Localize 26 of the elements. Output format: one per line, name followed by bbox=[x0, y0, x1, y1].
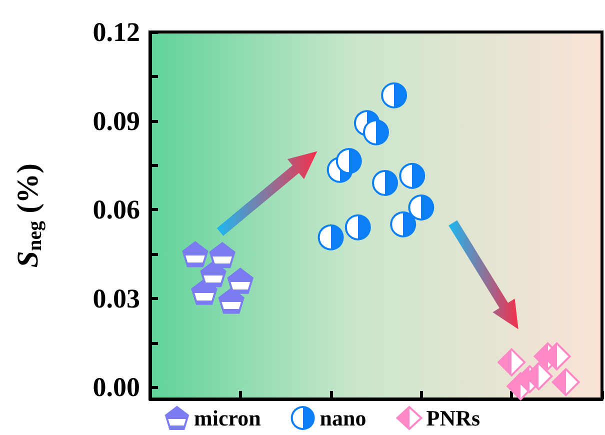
point bbox=[498, 348, 526, 376]
point bbox=[191, 278, 218, 305]
point bbox=[200, 261, 226, 288]
legend-label: micron bbox=[194, 406, 261, 430]
y-axis-title: Sneg (%) bbox=[12, 163, 46, 268]
point bbox=[336, 148, 362, 174]
point bbox=[318, 224, 344, 250]
point bbox=[381, 82, 408, 108]
point bbox=[218, 288, 244, 314]
point bbox=[408, 194, 434, 220]
y-tick-label: 0.00 bbox=[92, 372, 140, 402]
point bbox=[182, 241, 208, 268]
y-tick-label: 0.12 bbox=[92, 17, 140, 47]
point bbox=[344, 214, 371, 240]
point bbox=[209, 242, 236, 268]
point bbox=[227, 268, 254, 294]
y-tick-label: 0.03 bbox=[92, 283, 140, 314]
point bbox=[552, 368, 580, 396]
point bbox=[363, 119, 389, 146]
point bbox=[399, 162, 426, 189]
y-tick-label: 0.06 bbox=[92, 194, 140, 225]
y-tick-label: 0.09 bbox=[92, 106, 140, 136]
legend-label: PNRs bbox=[426, 406, 480, 430]
point bbox=[372, 170, 398, 196]
legend-label: nano bbox=[320, 406, 366, 430]
point bbox=[390, 211, 416, 238]
